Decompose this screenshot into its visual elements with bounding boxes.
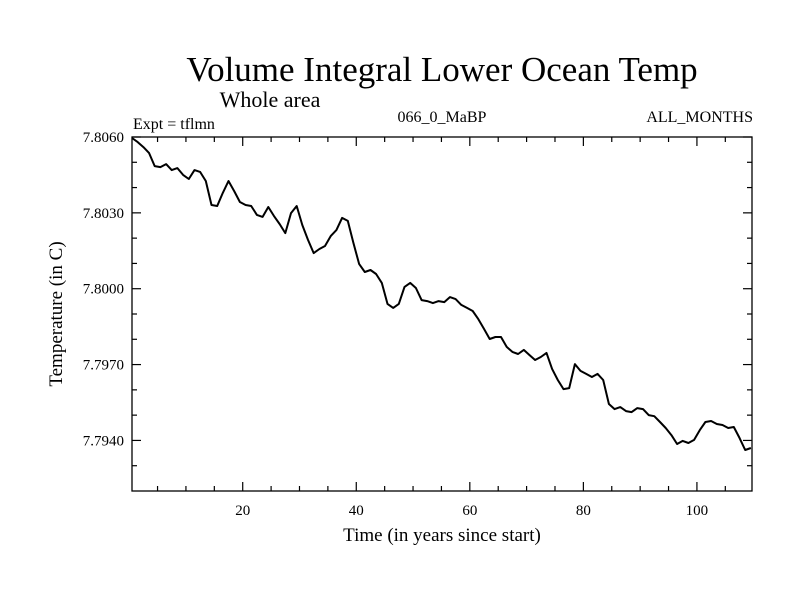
plot-frame: [131, 136, 753, 492]
chart-subtitle: Whole area: [220, 87, 321, 112]
y-axis-label: Temperature (in C): [46, 241, 67, 386]
y-tick-label: 7.8000: [83, 282, 124, 298]
x-tick-label: 20: [235, 503, 250, 519]
y-tick-label: 7.7970: [83, 358, 124, 374]
x-tick-label: 60: [462, 503, 477, 519]
series-line: [131, 137, 752, 451]
y-tick-label: 7.7940: [83, 433, 124, 449]
tick-labels: 20 40 60 80 100 7.7940 7.7970 7.8000 7.8030 7.806…: [83, 130, 708, 519]
annotation-run-id: 066_0_MaBP: [398, 109, 487, 126]
y-tick-label: 7.8060: [83, 130, 124, 146]
x-tick-label: 100: [686, 503, 709, 519]
y-tick-label: 7.8030: [83, 206, 124, 222]
chart-title: Volume Integral Lower Ocean Temp: [186, 50, 697, 89]
x-tick-label: 80: [576, 503, 591, 519]
x-tick-label: 40: [349, 503, 364, 519]
annotation-experiment: Expt = tflmn: [133, 116, 215, 133]
axis-ticks: [132, 136, 752, 491]
annotation-months: ALL_MONTHS: [646, 109, 753, 126]
x-axis-label: Time (in years since start): [343, 525, 541, 546]
